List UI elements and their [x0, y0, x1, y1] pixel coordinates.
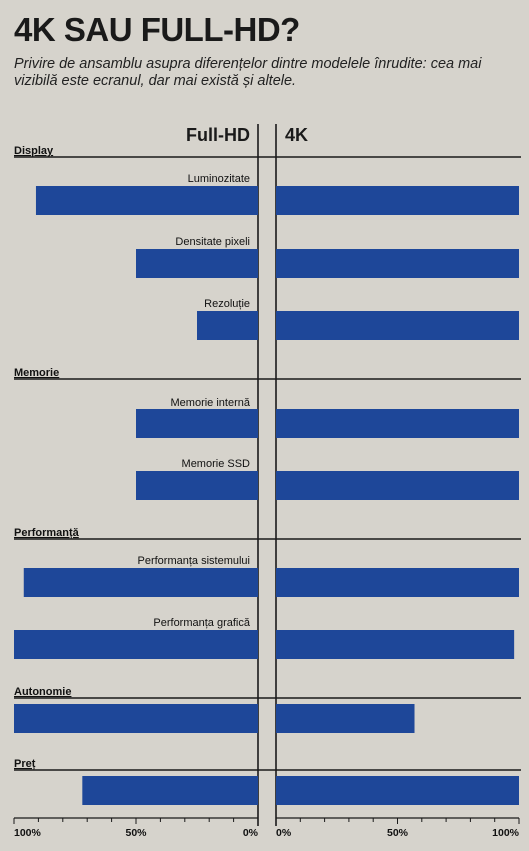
bar-4k-display-1	[276, 249, 519, 278]
bar-label-memorie-0: Memorie internă	[171, 397, 251, 409]
section-label-display: Display	[14, 145, 54, 157]
bar-fullhd-memorie-1	[136, 471, 258, 500]
bar-fullhd-memorie-0	[136, 409, 258, 438]
bar-4k-display-0	[276, 186, 519, 215]
bar-label-display-2: Rezoluție	[204, 298, 250, 310]
bar-fullhd-autonomie-0	[14, 704, 258, 733]
tick-label-left-100: 100%	[14, 827, 42, 839]
tick-label-right-100: 100%	[492, 827, 520, 839]
bar-4k-autonomie-0	[276, 704, 415, 733]
page-subtitle: Privire de ansamblu asupra diferențelor …	[14, 56, 482, 89]
bar-label-memorie-1: Memorie SSD	[182, 458, 251, 470]
tick-label-left-50: 50%	[125, 827, 147, 839]
tick-label-right-0: 0%	[276, 827, 292, 839]
page-title: 4K SAU FULL-HD?	[14, 11, 300, 48]
bar-fullhd-display-1	[136, 249, 258, 278]
bar-fullhd-pre--0	[82, 776, 258, 805]
bar-4k-pre--0	[276, 776, 519, 805]
bar-fullhd-performan--1	[14, 630, 258, 659]
bar-label-performan--1: Performanța grafică	[153, 617, 250, 629]
section-label-pre-: Preț	[14, 758, 36, 770]
tick-label-right-50: 50%	[387, 827, 409, 839]
bar-4k-display-2	[276, 311, 519, 340]
section-label-performan-: Performanță	[14, 527, 80, 539]
bar-4k-memorie-0	[276, 409, 519, 438]
bar-4k-performan--1	[276, 630, 515, 659]
bar-4k-memorie-1	[276, 471, 519, 500]
tick-label-left-0: 0%	[243, 827, 259, 839]
bar-fullhd-display-2	[197, 311, 258, 340]
bar-label-display-1: Densitate pixeli	[175, 236, 250, 248]
bar-label-display-0: Luminozitate	[188, 173, 250, 185]
series-header-4k: 4K	[285, 125, 308, 145]
bar-fullhd-performan--0	[23, 568, 259, 597]
section-label-autonomie: Autonomie	[14, 686, 71, 698]
bar-fullhd-display-0	[35, 186, 259, 215]
series-header-fullhd: Full-HD	[186, 125, 250, 145]
bar-label-performan--0: Performanța sistemului	[138, 555, 251, 567]
bar-4k-performan--0	[276, 568, 519, 597]
section-label-memorie: Memorie	[14, 367, 59, 379]
